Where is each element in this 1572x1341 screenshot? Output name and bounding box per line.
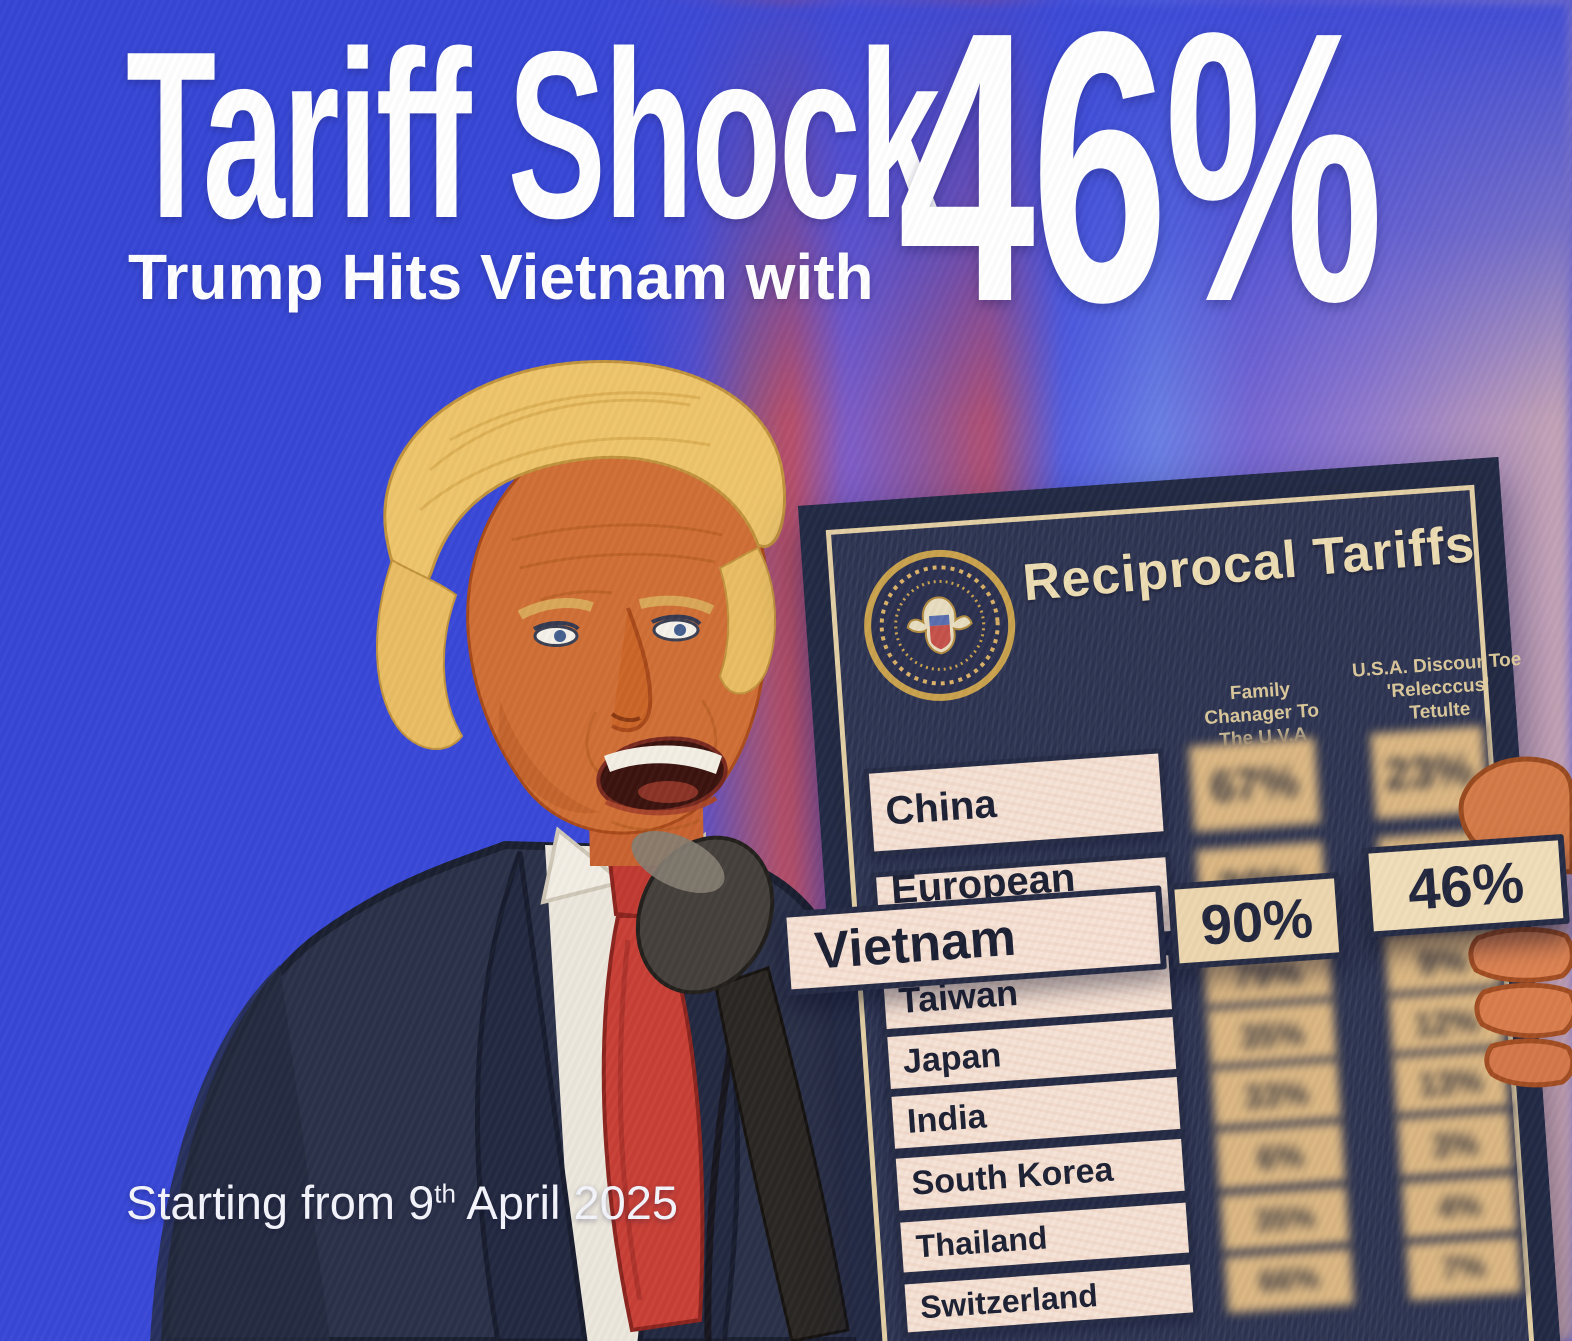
start-date-suffix: April 2025 bbox=[455, 1176, 679, 1229]
headline-percentage: 46% bbox=[898, 0, 1383, 382]
vietnam-charged-value: 90% bbox=[1198, 885, 1315, 957]
tariff-board-frame: Reciprocal Tariffs Family Chanager To Th… bbox=[825, 484, 1551, 1341]
background-top-fade bbox=[600, 0, 1572, 420]
face bbox=[376, 359, 786, 866]
poster-title: Tariff Shock bbox=[126, 3, 940, 268]
tariff-board: Reciprocal Tariffs Family Chanager To Th… bbox=[798, 457, 1572, 1341]
vietnam-reciprocal-value-tag: 46% bbox=[1362, 833, 1570, 938]
vietnam-reciprocal-value: 46% bbox=[1405, 849, 1527, 923]
presidential-seal-icon bbox=[864, 549, 1016, 701]
microphone-icon bbox=[631, 831, 850, 1341]
mouth bbox=[596, 736, 728, 816]
vietnam-country-label: Vietnam bbox=[812, 908, 1018, 981]
poster-subtitle: Trump Hits Vietnam with bbox=[128, 241, 874, 313]
ordinal-suffix: th bbox=[434, 1178, 456, 1209]
hair bbox=[376, 359, 786, 750]
nose bbox=[611, 607, 653, 733]
vietnam-charged-value-tag: 90% bbox=[1168, 872, 1346, 970]
eyes bbox=[533, 614, 702, 647]
start-date-prefix: Starting from 9 bbox=[126, 1176, 435, 1229]
start-date-note: Starting from 9th April 2025 bbox=[126, 1175, 678, 1230]
eyebrows bbox=[517, 598, 594, 620]
